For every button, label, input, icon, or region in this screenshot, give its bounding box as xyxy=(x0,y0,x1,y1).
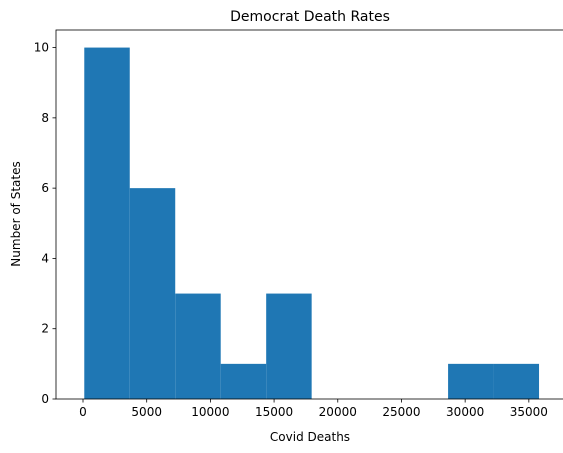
histogram-bar-0 xyxy=(84,47,130,399)
x-tick-label-6: 30000 xyxy=(446,405,484,419)
x-tick-label-3: 15000 xyxy=(255,405,293,419)
x-tick-label-1: 5000 xyxy=(131,405,162,419)
x-axis-label: Covid Deaths xyxy=(270,430,350,444)
y-ticks-group: 0 2 4 6 8 10 xyxy=(34,41,56,406)
bars-group xyxy=(84,47,540,399)
histogram-bar-3 xyxy=(220,363,267,399)
histogram-bar-8 xyxy=(448,363,494,399)
x-tick-label-0: 0 xyxy=(79,405,87,419)
y-tick-label-0: 0 xyxy=(41,392,49,406)
plot-frame xyxy=(55,29,563,400)
histogram-bar-4 xyxy=(266,293,312,399)
y-tick-label-2: 4 xyxy=(41,251,49,265)
x-tick-label-7: 35000 xyxy=(510,405,548,419)
y-tick-label-1: 2 xyxy=(41,322,49,336)
histogram-bar-1 xyxy=(129,188,176,399)
y-tick-label-5: 10 xyxy=(34,41,49,55)
y-tick-label-3: 6 xyxy=(41,181,49,195)
x-tick-label-2: 10000 xyxy=(191,405,229,419)
x-tick-label-4: 20000 xyxy=(319,405,357,419)
y-tick-label-4: 8 xyxy=(41,111,49,125)
y-axis-label: Number of States xyxy=(9,161,23,266)
x-ticks-group: 0 5000 10000 15000 20000 25000 30000 35000 xyxy=(79,399,548,419)
x-tick-label-5: 25000 xyxy=(382,405,420,419)
histogram-bar-9 xyxy=(493,363,540,399)
chart-title: Democrat Death Rates xyxy=(230,9,390,25)
histogram-bar-2 xyxy=(175,293,221,399)
